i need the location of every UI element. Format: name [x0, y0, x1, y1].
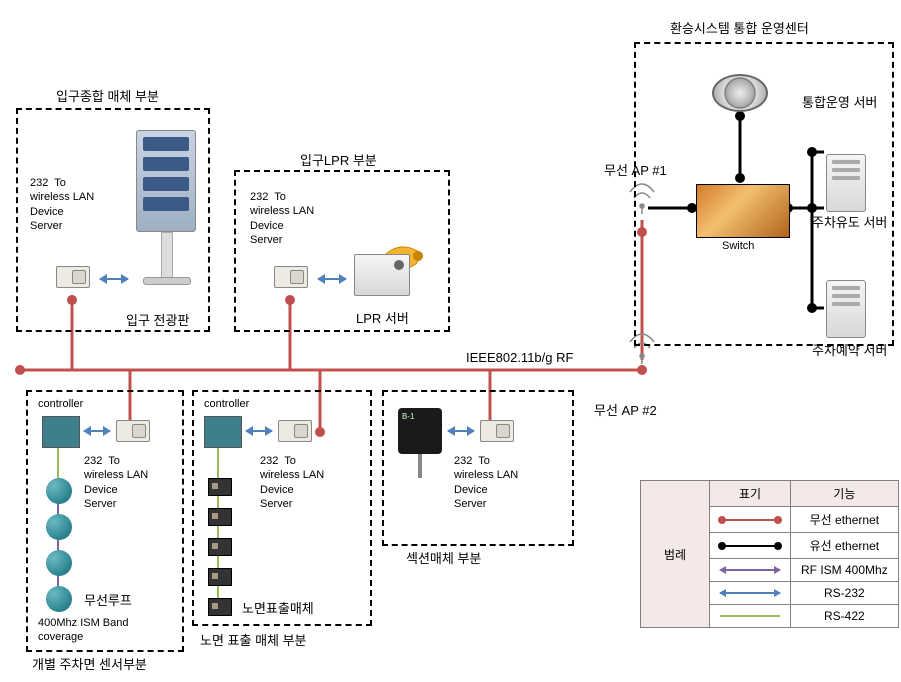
devserver-text-4: 232 To wireless LAN Device Server [260, 454, 324, 511]
switch-icon [696, 184, 790, 238]
section-media-icon [398, 408, 442, 454]
legend-label: RS-422 [791, 605, 899, 628]
rs232-arrow-5 [448, 430, 474, 432]
rs232-arrow-3 [84, 430, 110, 432]
loop-icon [46, 586, 72, 612]
legend-label: RF ISM 400Mhz [791, 559, 899, 582]
devserver-text-1: 232 To wireless LAN Device Server [30, 176, 94, 233]
disk-icon [712, 74, 768, 112]
section-title: 섹션매체 부분 [406, 548, 481, 567]
devserver-text-5: 232 To wireless LAN Device Server [454, 454, 518, 511]
ops-center-box: Switch 통합운영 서버 주차유도 서버 주차예약 서버 [634, 42, 894, 346]
rs232-arrow-4 [246, 430, 272, 432]
road-module-icon [208, 568, 232, 586]
ops-center-title: 환승시스템 통합 운영센터 [670, 18, 809, 37]
road-module-icon [208, 508, 232, 526]
devserver-icon-3 [116, 420, 150, 442]
road-module-icon [208, 598, 232, 616]
loop-icon [46, 514, 72, 540]
ap1-label: 무선 AP #1 [604, 160, 667, 179]
coverage-label: 400Mhz ISM Band coverage [38, 616, 129, 645]
legend-label: 유선 ethernet [791, 533, 899, 559]
lpr-sub: LPR 서버 [356, 308, 409, 327]
devserver-text-2: 232 To wireless LAN Device Server [250, 190, 314, 247]
signboard-icon [136, 130, 198, 280]
devserver-icon-5 [480, 420, 514, 442]
loop-label: 무선루프 [84, 590, 132, 609]
legend-col1: 표기 [710, 481, 791, 507]
rs232-arrow-1 [100, 278, 128, 280]
road-module-icon [208, 478, 232, 496]
sensor-controller-icon [42, 416, 80, 448]
lpr-server-icon [354, 254, 410, 296]
lpr-box: 232 To wireless LAN Device Server LPR 서버 [234, 170, 450, 332]
legend-label: RS-232 [791, 582, 899, 605]
lpr-title: 입구LPR 부분 [300, 150, 377, 169]
road-controller-icon [204, 416, 242, 448]
diagram-stage: 환승시스템 통합 운영센터 Switch 통합운영 서버 주차유도 서버 주차예… [0, 0, 901, 682]
switch-label: Switch [722, 240, 754, 252]
road-title: 노면 표출 매체 부분 [200, 630, 307, 649]
sensor-box: controller 232 To wireless LAN Device Se… [26, 390, 184, 652]
legend-table: 범례 표기 기능 무선 ethernet 유선 ethernet RF ISM … [640, 480, 899, 628]
devserver-icon-1 [56, 266, 90, 288]
road-sub: 노면표출매체 [242, 598, 314, 617]
server-reserve-label: 주차예약 서버 [812, 340, 887, 359]
devserver-text-3: 232 To wireless LAN Device Server [84, 454, 148, 511]
rf-label: IEEE802.11b/g RF [466, 350, 573, 365]
section-box: 232 To wireless LAN Device Server [382, 390, 574, 546]
entry-sign-title: 입구종합 매체 부분 [56, 86, 159, 105]
rs232-arrow-2 [318, 278, 346, 280]
sensor-controller-label: controller [38, 398, 83, 410]
devserver-icon-2 [274, 266, 308, 288]
server-guide-label: 주차유도 서버 [812, 212, 887, 231]
server-integ-label: 통합운영 서버 [802, 92, 877, 111]
entry-sign-sub: 입구 전광판 [126, 310, 189, 329]
road-module-icon [208, 538, 232, 556]
loop-icon [46, 478, 72, 504]
legend-title: 범례 [641, 481, 710, 628]
server-guide-icon [826, 154, 866, 212]
loop-icon [46, 550, 72, 576]
ap2-label: 무선 AP #2 [594, 400, 657, 419]
server-reserve-icon [826, 280, 866, 338]
entry-sign-box: 232 To wireless LAN Device Server 입구 전광판 [16, 108, 210, 332]
road-controller-label: controller [204, 398, 249, 410]
legend-label: 무선 ethernet [791, 507, 899, 533]
sensor-title: 개별 주차면 센서부분 [32, 654, 147, 673]
legend-col2: 기능 [791, 481, 899, 507]
road-box: controller 232 To wireless LAN Device Se… [192, 390, 372, 626]
devserver-icon-4 [278, 420, 312, 442]
